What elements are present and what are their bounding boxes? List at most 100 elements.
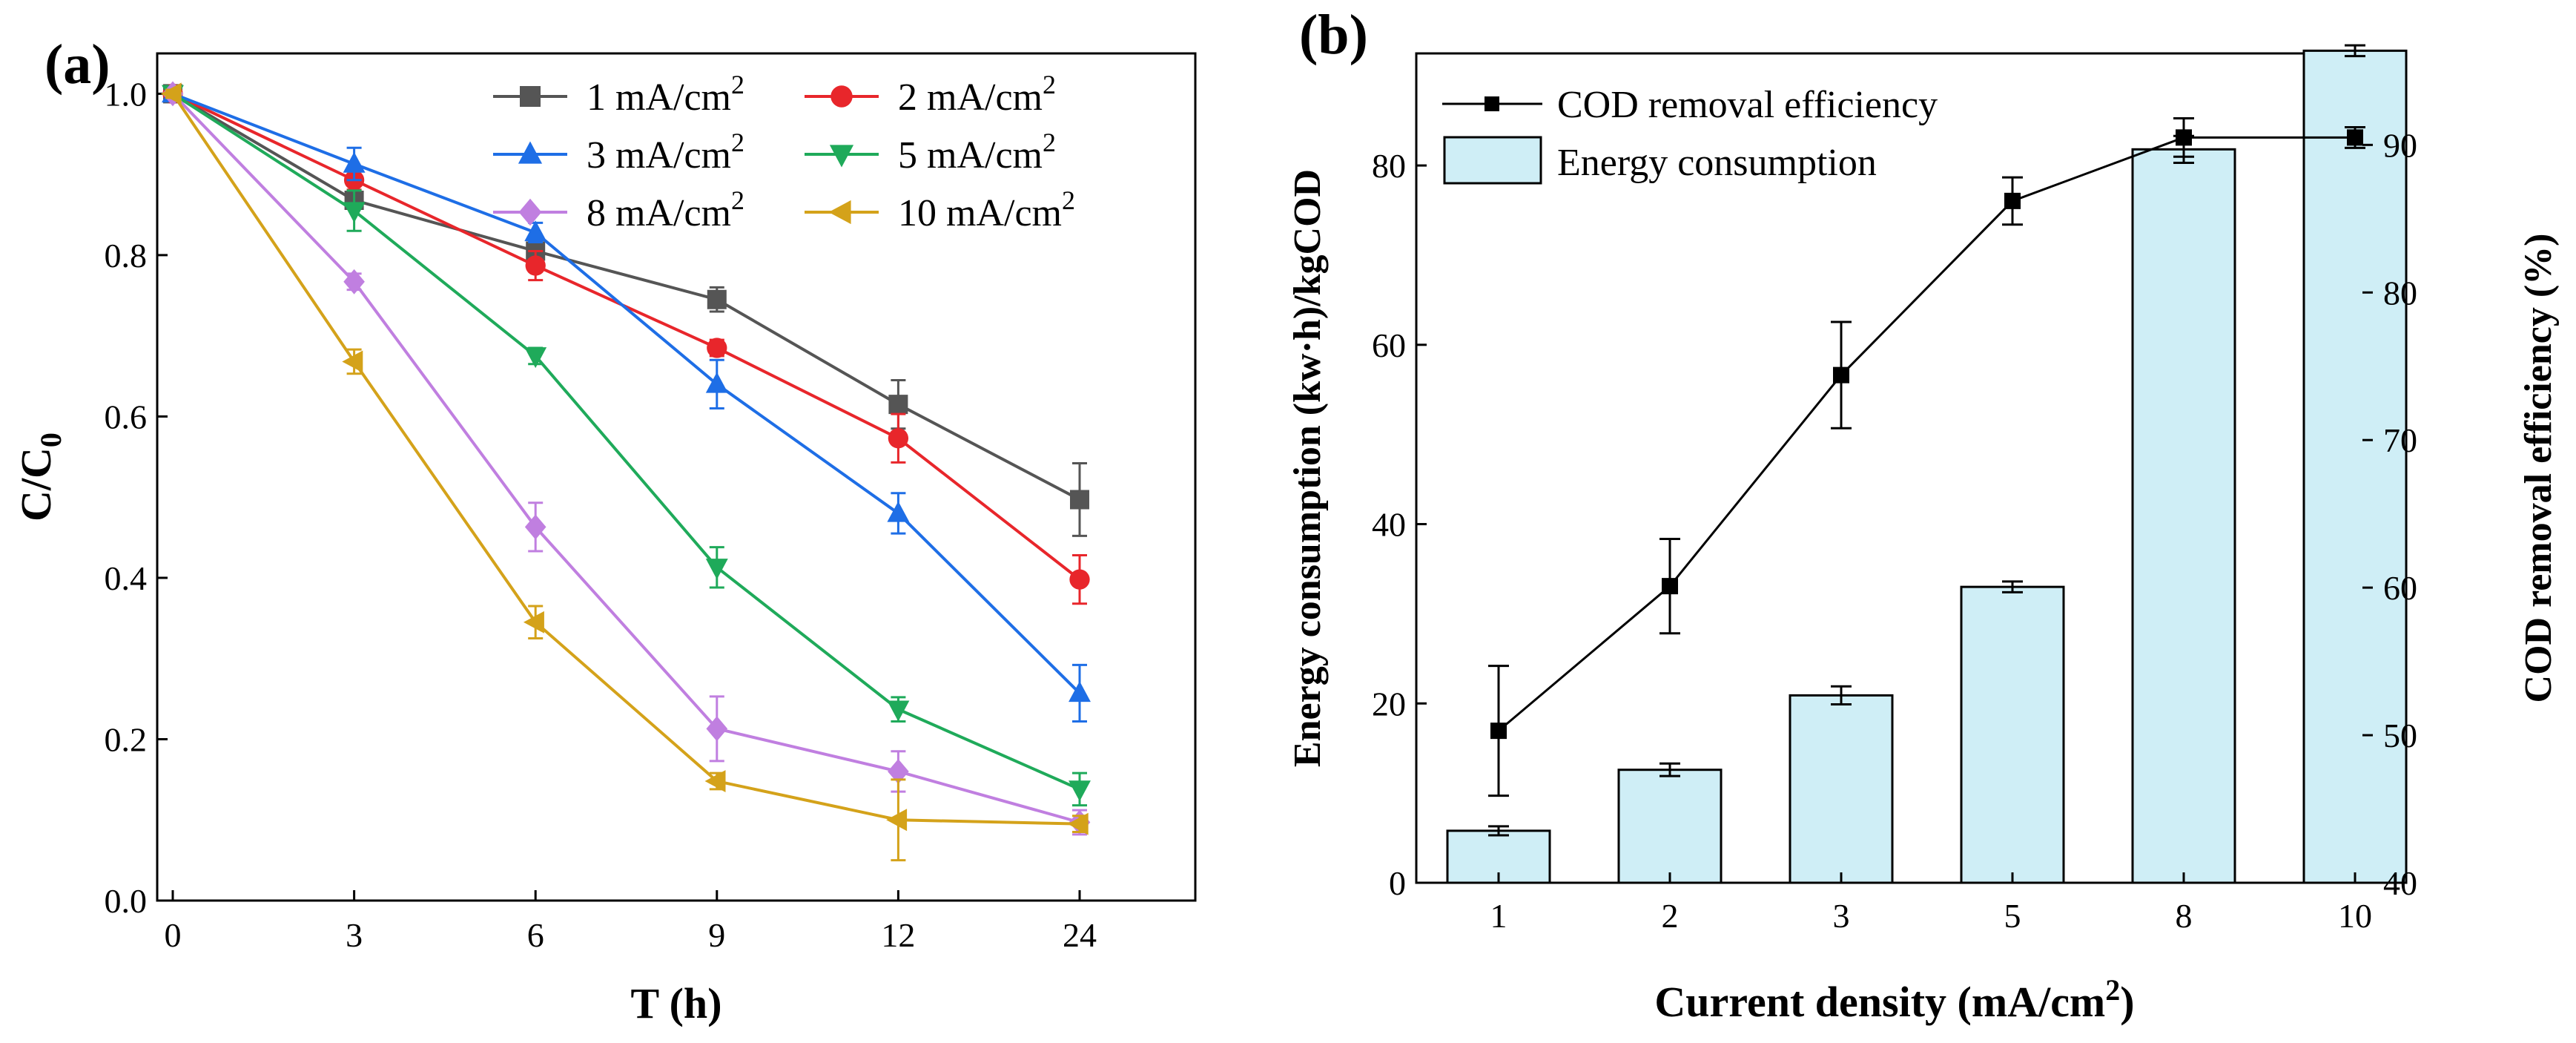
panel-a-data-point (886, 809, 908, 832)
panel-a-x-tick-label: 24 (1063, 916, 1097, 954)
panel-a-data-point (524, 347, 547, 369)
panel-a-x-tick-label: 3 (346, 916, 363, 954)
cod-removal-data-point (2347, 129, 2363, 146)
panel-a-data-point (343, 202, 366, 223)
panel-a-data-point (705, 372, 728, 393)
panel-a-x-tick-label: 9 (708, 916, 725, 954)
panel-a-legend-marker (828, 200, 851, 225)
energy-consumption-bar (1789, 694, 1894, 884)
panel-a-data-point (342, 350, 363, 373)
panel-b-left-y-axis-title: Energy consumption (kw·h)/kgCOD (1287, 169, 1329, 767)
panel-b-right-y-tick-label: 40 (2383, 864, 2417, 902)
panel-b-legend-item-cod: COD removal efficiency (1442, 84, 1938, 126)
panel-a-legend-label-text: 1 mA/cm (587, 76, 731, 119)
panel-a-legend-item: 5 mA/cm2 (805, 128, 1056, 177)
panel-b-legend-swatch (1443, 136, 1542, 185)
panel-a-data-point (707, 338, 727, 358)
panel-a-y-axis-title-main: C/C (12, 447, 60, 522)
panel-b-left-y-tick-label: 60 (1372, 326, 1406, 364)
panel-b-right-y-tick-label: 80 (2383, 274, 2417, 312)
panel-a-legend-label-text: 2 mA/cm (898, 76, 1043, 119)
panel-a-data-point (888, 759, 909, 784)
cod-removal-line (1498, 136, 2355, 732)
panel-b-right-y-tick-label: 50 (2383, 717, 2417, 754)
panel-a-y-tick-label: 0.0 (105, 882, 148, 920)
panel-a-legend-item: 10 mA/cm2 (805, 185, 1075, 234)
panel-a-legend-label-superscript: 2 (731, 185, 744, 215)
panel-a-legend-label-superscript: 2 (731, 128, 744, 157)
panel-b-x-tick-label: 10 (2338, 897, 2372, 935)
panel-a-legend-label-text: 10 mA/cm (898, 192, 1062, 234)
panel-a-data-point (160, 82, 182, 105)
panel-b-x-axis-title: Current density (mA/cm2) (1654, 973, 2134, 1026)
panel-a-legend-label: 1 mA/cm2 (587, 70, 744, 119)
panel-b-x-tick-label: 2 (1662, 897, 1679, 935)
panel-a-legend-marker (830, 85, 853, 108)
panel-b-right-y-tick-label: 90 (2383, 126, 2417, 164)
panel-b-legend-label: COD removal efficiency (1557, 84, 1938, 126)
panel-a-data-point (343, 151, 366, 173)
cod-removal-data-point (1490, 723, 1507, 740)
panel-a-series-5 (160, 82, 1089, 862)
cod-removal-data-point (1662, 578, 1678, 595)
panel-a-y-axis-title-subscript: 0 (34, 432, 67, 447)
panel-a-series-line (171, 92, 1080, 501)
chart-panel-b: (b) 0 20 40 60 80 40 50 60 70 80 90 1 2 3 5 8 10 COD r… (1287, 4, 2560, 1026)
panel-a-data-point (1067, 812, 1089, 835)
panel-a-data-point (1069, 569, 1090, 590)
panel-b-legend-marker (1484, 96, 1499, 111)
panel-a-x-tick-label: 6 (527, 916, 544, 954)
panel-b-x-tick-label: 1 (1490, 897, 1507, 935)
panel-a-legend-item: 1 mA/cm2 (493, 70, 744, 119)
panel-a-legend-marker (518, 198, 542, 226)
panel-a-series-line (172, 92, 1081, 694)
panel-a-y-tick-label: 0.4 (105, 559, 148, 597)
panel-a-y-tick-label: 0.6 (105, 398, 148, 435)
panel-a-legend-label: 2 mA/cm2 (898, 70, 1056, 119)
panel-a-x-axis-title: T (h) (630, 979, 721, 1027)
energy-consumption-error-bar (1831, 685, 1852, 705)
panel-a-data-point (704, 770, 726, 792)
panel-a-x-tick-label: 0 (165, 916, 182, 954)
panel-b-x-axis-title-end: ) (2120, 978, 2134, 1026)
panel-b-x-axis-title-main: Current density (mA/cm (1654, 978, 2105, 1026)
panel-a-legend-item: 8 mA/cm2 (493, 185, 744, 234)
panel-a-legend-label: 8 mA/cm2 (587, 185, 744, 234)
energy-consumption-bar (1960, 585, 2065, 884)
panel-b-right-y-axis-title: COD removal efficiency (%) (2517, 234, 2560, 703)
panel-b-legend: COD removal efficiency Energy consumption (1442, 84, 1938, 185)
energy-consumption-bar (2131, 148, 2236, 884)
panel-a-label: (a) (44, 33, 110, 96)
panel-a-legend-label: 10 mA/cm2 (898, 185, 1075, 234)
panel-a-data-point (707, 289, 727, 309)
panel-b-left-y-tick-label: 20 (1372, 685, 1406, 723)
panel-a-data-point (887, 700, 910, 722)
panel-a-legend-label-superscript: 2 (731, 70, 744, 99)
energy-consumption-error-bar (1488, 825, 1509, 837)
panel-a-legend-marker (520, 86, 541, 107)
panel-b-left-y-tick-label: 0 (1389, 864, 1406, 902)
panel-b-legend-item-energy: Energy consumption (1443, 136, 1877, 185)
panel-b-right-y-tick-label: 60 (2383, 569, 2417, 607)
panel-a-y-tick-label: 0.8 (105, 237, 148, 274)
energy-consumption-error-bar (1659, 762, 1680, 777)
panel-a-data-point (525, 255, 546, 276)
panel-a-legend-label-text: 5 mA/cm (898, 134, 1043, 177)
panel-a-y-tick-label: 0.2 (105, 720, 148, 758)
panel-b-x-tick-label: 5 (2004, 897, 2021, 935)
energy-consumption-bar (2302, 49, 2408, 884)
panel-a-y-tick-label: 1.0 (105, 75, 148, 113)
panel-a-data-point (1070, 490, 1089, 510)
panel-a-data-point (888, 395, 908, 415)
cod-removal-data-point (1833, 366, 1849, 384)
panel-a-data-point (524, 220, 547, 242)
panel-b-x-tick-label: 8 (2176, 897, 2193, 935)
panel-a-series-line (171, 92, 1080, 824)
panel-a-series-line (171, 93, 1080, 826)
panel-b-label: (b) (1299, 4, 1368, 66)
panel-a-legend-item: 3 mA/cm2 (493, 128, 744, 177)
panel-a-series-line (171, 92, 1080, 791)
panel-b-right-y-tick-label: 70 (2383, 421, 2417, 459)
